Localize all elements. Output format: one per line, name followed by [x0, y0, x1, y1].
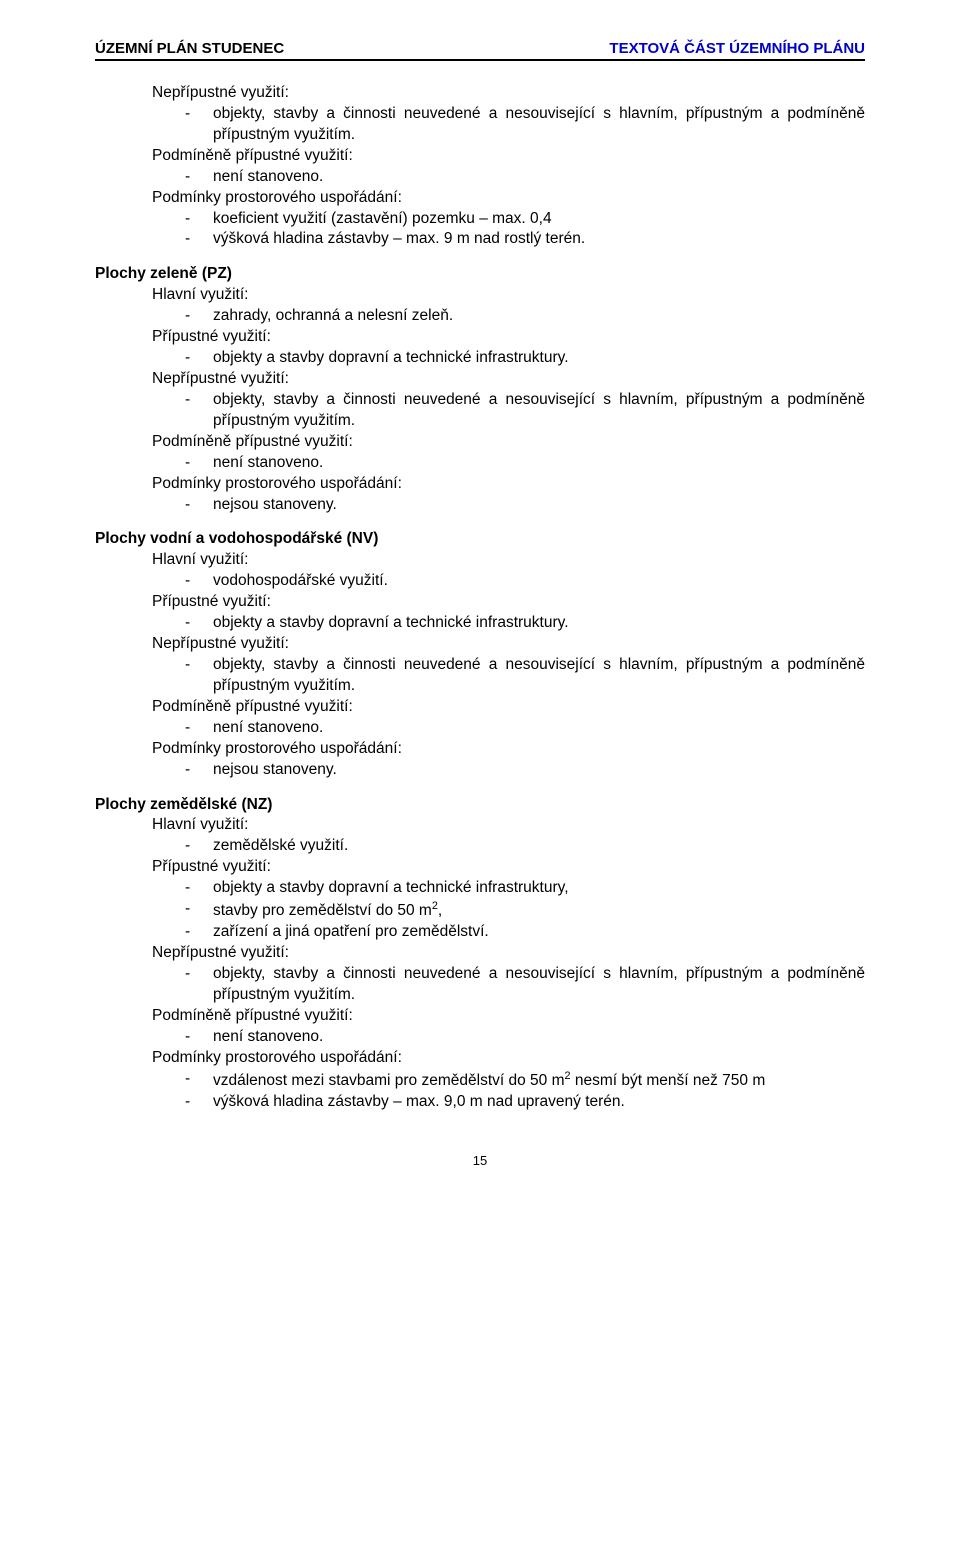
- bullet-dash: -: [185, 655, 213, 676]
- bullet-text: stavby pro zemědělství do 50 m2,: [213, 899, 865, 922]
- list-item: -objekty, stavby a činnosti neuvedené a …: [185, 655, 865, 697]
- list-item: -výšková hladina zástavby – max. 9,0 m n…: [185, 1092, 865, 1113]
- list-item: -nejsou stanoveny.: [185, 495, 865, 516]
- bullet-text: výšková hladina zástavby – max. 9 m nad …: [213, 229, 865, 250]
- bullet-dash: -: [185, 306, 213, 327]
- bullet-text: objekty, stavby a činnosti neuvedené a n…: [213, 390, 865, 432]
- list-item: -objekty a stavby dopravní a technické i…: [185, 348, 865, 369]
- bullet-text: nejsou stanoveny.: [213, 495, 865, 516]
- bullet-text: koeficient využití (zastavění) pozemku –…: [213, 209, 865, 230]
- document-body: Nepřípustné využití:-objekty, stavby a č…: [95, 83, 865, 1113]
- bullet-dash: -: [185, 836, 213, 857]
- sub-label: Hlavní využití:: [152, 815, 865, 836]
- bullet-dash: -: [185, 718, 213, 739]
- bullet-text: není stanoveno.: [213, 718, 865, 739]
- list-item: -objekty, stavby a činnosti neuvedené a …: [185, 964, 865, 1006]
- bullet-text: není stanoveno.: [213, 1027, 865, 1048]
- list-item: -koeficient využití (zastavění) pozemku …: [185, 209, 865, 230]
- bullet-dash: -: [185, 390, 213, 411]
- bullet-dash: -: [185, 1027, 213, 1048]
- list-item: -nejsou stanoveny.: [185, 760, 865, 781]
- sub-label: Podmíněně přípustné využití:: [152, 146, 865, 167]
- list-item: -není stanoveno.: [185, 1027, 865, 1048]
- header-left: ÚZEMNÍ PLÁN STUDENEC: [95, 40, 284, 57]
- sub-label: Podmínky prostorového uspořádání:: [152, 1048, 865, 1069]
- sub-label: Přípustné využití:: [152, 857, 865, 878]
- list-item: -není stanoveno.: [185, 718, 865, 739]
- bullet-text: objekty a stavby dopravní a technické in…: [213, 613, 865, 634]
- sub-label: Nepřípustné využití:: [152, 369, 865, 390]
- sub-label: Nepřípustné využití:: [152, 943, 865, 964]
- list-item: -objekty a stavby dopravní a technické i…: [185, 613, 865, 634]
- sub-label: Nepřípustné využití:: [152, 83, 865, 104]
- sub-label: Podmíněně přípustné využití:: [152, 697, 865, 718]
- sub-label: Hlavní využití:: [152, 550, 865, 571]
- bullet-text: vzdálenost mezi stavbami pro zemědělství…: [213, 1069, 865, 1092]
- bullet-dash: -: [185, 348, 213, 369]
- bullet-dash: -: [185, 571, 213, 592]
- bullet-dash: -: [185, 613, 213, 634]
- section-title: Plochy zeleně (PZ): [95, 264, 865, 285]
- list-item: -není stanoveno.: [185, 453, 865, 474]
- bullet-text: nejsou stanoveny.: [213, 760, 865, 781]
- bullet-text: výšková hladina zástavby – max. 9,0 m na…: [213, 1092, 865, 1113]
- list-item: -vzdálenost mezi stavbami pro zemědělstv…: [185, 1069, 865, 1092]
- list-item: -výšková hladina zástavby – max. 9 m nad…: [185, 229, 865, 250]
- bullet-text: zařízení a jiná opatření pro zemědělství…: [213, 922, 865, 943]
- sub-label: Podmínky prostorového uspořádání:: [152, 474, 865, 495]
- bullet-text: vodohospodářské využití.: [213, 571, 865, 592]
- list-item: -zařízení a jiná opatření pro zemědělstv…: [185, 922, 865, 943]
- bullet-text: objekty, stavby a činnosti neuvedené a n…: [213, 655, 865, 697]
- bullet-text: zemědělské využití.: [213, 836, 865, 857]
- bullet-dash: -: [185, 209, 213, 230]
- bullet-dash: -: [185, 899, 213, 920]
- list-item: -objekty a stavby dopravní a technické i…: [185, 878, 865, 899]
- bullet-text: objekty a stavby dopravní a technické in…: [213, 348, 865, 369]
- page-number: 15: [95, 1153, 865, 1168]
- bullet-text: objekty, stavby a činnosti neuvedené a n…: [213, 964, 865, 1006]
- list-item: -zemědělské využití.: [185, 836, 865, 857]
- bullet-dash: -: [185, 495, 213, 516]
- sub-label: Podmínky prostorového uspořádání:: [152, 188, 865, 209]
- bullet-dash: -: [185, 1069, 213, 1090]
- bullet-dash: -: [185, 167, 213, 188]
- section-title: Plochy zemědělské (NZ): [95, 795, 865, 816]
- list-item: -stavby pro zemědělství do 50 m2,: [185, 899, 865, 922]
- bullet-dash: -: [185, 964, 213, 985]
- sub-label: Podmínky prostorového uspořádání:: [152, 739, 865, 760]
- list-item: -objekty, stavby a činnosti neuvedené a …: [185, 390, 865, 432]
- bullet-dash: -: [185, 1092, 213, 1113]
- sub-label: Podmíněně přípustné využití:: [152, 432, 865, 453]
- bullet-text: není stanoveno.: [213, 167, 865, 188]
- bullet-dash: -: [185, 760, 213, 781]
- section-title: Plochy vodní a vodohospodářské (NV): [95, 529, 865, 550]
- sub-label: Nepřípustné využití:: [152, 634, 865, 655]
- sub-label: Přípustné využití:: [152, 327, 865, 348]
- bullet-dash: -: [185, 922, 213, 943]
- sub-label: Přípustné využití:: [152, 592, 865, 613]
- bullet-text: není stanoveno.: [213, 453, 865, 474]
- bullet-text: objekty, stavby a činnosti neuvedené a n…: [213, 104, 865, 146]
- bullet-dash: -: [185, 453, 213, 474]
- bullet-text: zahrady, ochranná a nelesní zeleň.: [213, 306, 865, 327]
- sub-label: Podmíněně přípustné využití:: [152, 1006, 865, 1027]
- list-item: -objekty, stavby a činnosti neuvedené a …: [185, 104, 865, 146]
- bullet-dash: -: [185, 104, 213, 125]
- page-header: ÚZEMNÍ PLÁN STUDENEC TEXTOVÁ ČÁST ÚZEMNÍ…: [95, 40, 865, 61]
- header-right: TEXTOVÁ ČÁST ÚZEMNÍHO PLÁNU: [609, 40, 865, 57]
- sub-label: Hlavní využití:: [152, 285, 865, 306]
- list-item: -zahrady, ochranná a nelesní zeleň.: [185, 306, 865, 327]
- bullet-text: objekty a stavby dopravní a technické in…: [213, 878, 865, 899]
- list-item: -není stanoveno.: [185, 167, 865, 188]
- bullet-dash: -: [185, 878, 213, 899]
- bullet-dash: -: [185, 229, 213, 250]
- list-item: -vodohospodářské využití.: [185, 571, 865, 592]
